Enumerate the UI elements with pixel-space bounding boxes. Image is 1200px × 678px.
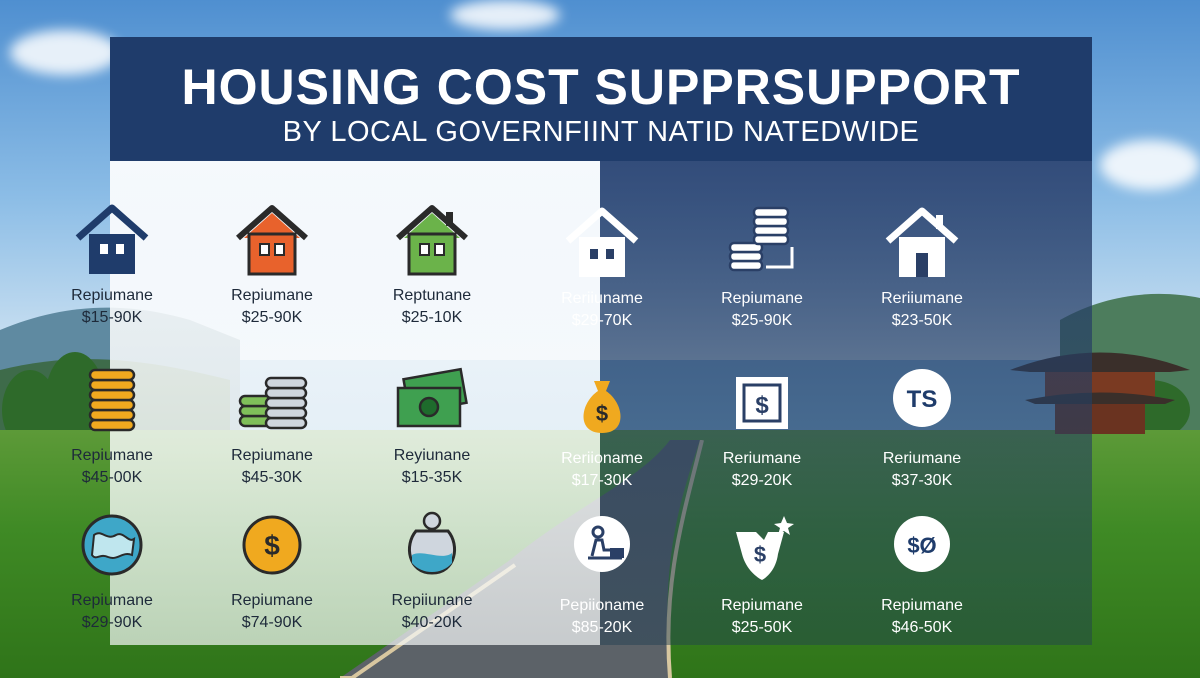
- list-item: Repiumane $45-30K: [192, 360, 352, 500]
- program-name: Reriiumane: [881, 290, 963, 307]
- amount-range: $15-35K: [401, 469, 463, 486]
- left-section: [110, 161, 600, 645]
- program-name: Reriioname: [561, 450, 643, 467]
- list-item: Repiumane $15-90K: [32, 200, 192, 340]
- money-bag-icon: $: [562, 363, 642, 443]
- right-section: [600, 161, 1092, 645]
- list-item: $ Reriumane $29-20K: [682, 363, 842, 503]
- svg-text:$: $: [755, 392, 769, 419]
- list-item: Reptunane $25-10K: [352, 200, 512, 340]
- program-name: Repiumane: [231, 287, 313, 304]
- program-name: Reriumane: [722, 450, 802, 467]
- cloud: [10, 30, 120, 75]
- cloud: [450, 0, 560, 30]
- amount-range: $29-90K: [81, 614, 143, 631]
- program-name: Repiumane: [231, 447, 313, 464]
- coin-stack-icon: [72, 360, 152, 440]
- amount-range: $29-20K: [731, 472, 793, 489]
- list-item: $ Reriioname $17-30K: [522, 363, 682, 503]
- globe-icon: [72, 505, 152, 585]
- person-desk-icon: [562, 510, 642, 590]
- program-name: Repiiunane: [391, 592, 473, 609]
- program-name: Pepiioname: [559, 597, 645, 614]
- list-item: Pepiioname $85-20K: [522, 510, 682, 650]
- amount-range: $46-50K: [891, 619, 953, 636]
- amount-range: $45-30K: [241, 469, 303, 486]
- coins-white-icon: [722, 203, 802, 283]
- left-grid: Repiumane $15-90K Repiumane $25-90K Rept…: [0, 160, 490, 631]
- svg-text:$: $: [596, 401, 608, 426]
- program-name: Repiumane: [881, 597, 963, 614]
- amount-range: $85-20K: [571, 619, 633, 636]
- amount-range: $40-20K: [401, 614, 463, 631]
- program-name: Reriiuname: [561, 290, 643, 307]
- program-name: Repiumane: [71, 447, 153, 464]
- money-jar-icon: [392, 505, 472, 585]
- program-name: Repiumane: [721, 290, 803, 307]
- ts-badge-icon: TS: [882, 363, 962, 443]
- page-title: HOUSING COST SUPPRSUPPORT: [181, 59, 1021, 115]
- amount-range: $25-90K: [241, 309, 303, 326]
- header-banner: HOUSING COST SUPPRSUPPORT BY LOCAL GOVER…: [110, 37, 1092, 161]
- svg-text:$Ø: $Ø: [907, 533, 936, 558]
- amount-range: $37-30K: [891, 472, 953, 489]
- dollar-frame-icon: $: [722, 363, 802, 443]
- list-item: Repiiunane $40-20K: [352, 505, 512, 645]
- list-item: TS Reriumane $37-30K: [842, 363, 1002, 503]
- right-grid: Reriiuname $29-70K Repiumane $25-90K Rer…: [490, 160, 980, 636]
- list-item: $ Repiumane $74-90K: [192, 505, 352, 645]
- list-item: Repiumane $25-90K: [682, 203, 842, 343]
- banknotes-icon: [392, 360, 472, 440]
- amount-range: $25-10K: [401, 309, 463, 326]
- info-panel: HOUSING COST SUPPRSUPPORT BY LOCAL GOVER…: [110, 37, 1092, 645]
- amount-range: $17-30K: [571, 472, 633, 489]
- house-white-icon: [562, 203, 642, 283]
- program-name: Reriumane: [882, 450, 962, 467]
- program-name: Repiumane: [71, 287, 153, 304]
- list-item: $Ø Repiumane $46-50K: [842, 510, 1002, 650]
- amount-range: $29-70K: [571, 312, 633, 329]
- house-orange-icon: [232, 200, 312, 280]
- list-item: Repiumane $45-00K: [32, 360, 192, 500]
- amount-range: $23-50K: [891, 312, 953, 329]
- svg-text:$: $: [754, 542, 766, 567]
- list-item: Reriiuname $29-70K: [522, 203, 682, 343]
- dollar-coin-icon: $: [232, 505, 312, 585]
- list-item: Repiumane $29-90K: [32, 505, 192, 645]
- amount-range: $25-90K: [731, 312, 793, 329]
- page-subtitle: BY LOCAL GOVERNFIINT NATID NATEDWIDE: [282, 116, 920, 148]
- house-green-icon: [392, 200, 472, 280]
- program-name: Repiumane: [721, 597, 803, 614]
- list-item: $ Repiumane $25-50K: [682, 510, 842, 650]
- list-item: Reriiumane $23-50K: [842, 203, 1002, 343]
- svg-text:TS: TS: [907, 386, 938, 413]
- program-name: Repiumane: [71, 592, 153, 609]
- coin-stacks-icon: [232, 360, 312, 440]
- list-item: Reyiunane $15-35K: [352, 360, 512, 500]
- amount-range: $15-90K: [81, 309, 143, 326]
- program-name: Reyiunane: [393, 447, 471, 464]
- amount-range: $74-90K: [241, 614, 303, 631]
- svg-text:$: $: [264, 530, 280, 561]
- house-outline-icon: [882, 203, 962, 283]
- house-navy-icon: [72, 200, 152, 280]
- amount-range: $45-00K: [81, 469, 143, 486]
- dollar-hand-icon: $: [722, 510, 802, 590]
- program-name: Reptunane: [392, 287, 472, 304]
- cloud: [1100, 140, 1200, 190]
- list-item: Repiumane $25-90K: [192, 200, 352, 340]
- amount-range: $25-50K: [731, 619, 793, 636]
- document-badge-icon: $Ø: [882, 510, 962, 590]
- program-name: Repiumane: [231, 592, 313, 609]
